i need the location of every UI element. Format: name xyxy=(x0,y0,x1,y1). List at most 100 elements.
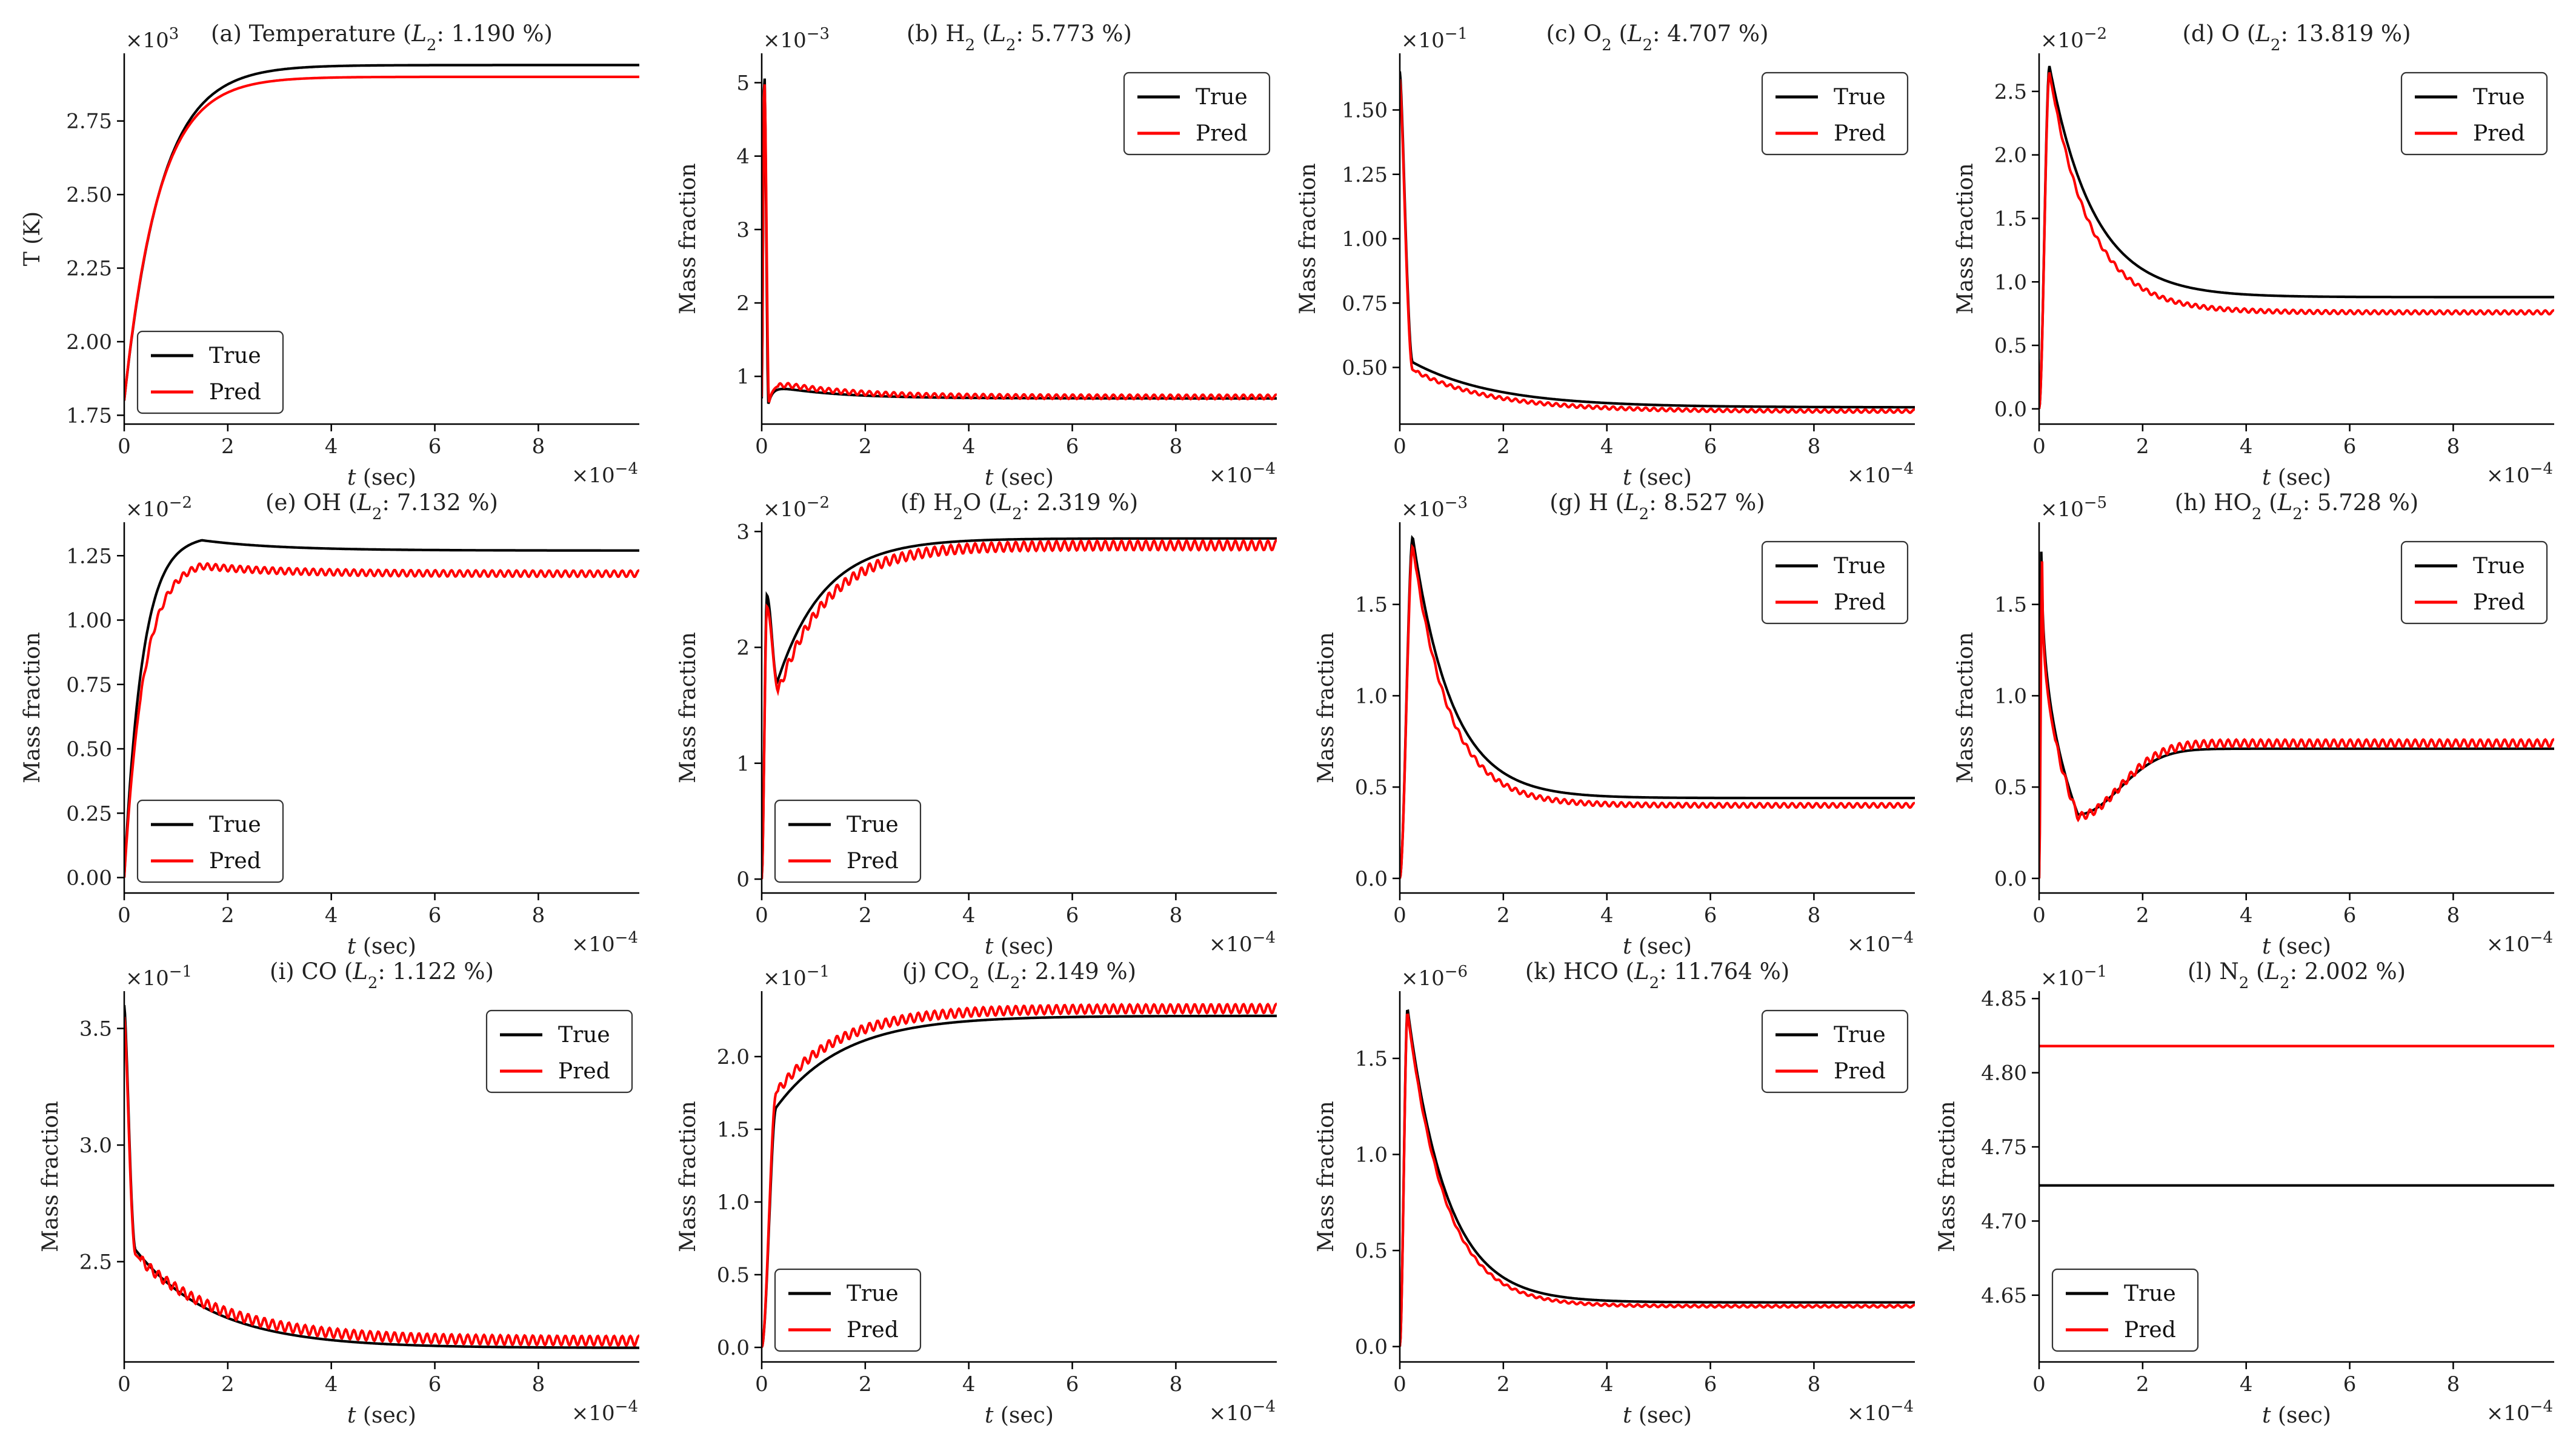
legend: True Pred xyxy=(1123,71,1271,156)
x-axis-label: t (sec) xyxy=(985,934,1054,959)
x-tick-label: 8 xyxy=(532,903,545,928)
x-axis-label: t (sec) xyxy=(985,465,1054,490)
x-tick-label: 4 xyxy=(962,1372,976,1396)
x-axis-label: t (sec) xyxy=(347,1403,416,1428)
y-tick-label: 3.5 xyxy=(79,1017,112,1041)
y-tick-label: 2.25 xyxy=(66,257,112,281)
legend: True Pred xyxy=(1761,1009,1909,1094)
x-tick-label: 2 xyxy=(2136,1372,2149,1396)
legend-pred-label: Pred xyxy=(1834,121,1886,146)
series-true-line xyxy=(1400,1009,1915,1347)
x-tick-label: 4 xyxy=(962,434,976,459)
x-tick-label: 8 xyxy=(2447,1372,2460,1396)
x-tick-label: 8 xyxy=(1808,434,1821,459)
x-scale-multiplier: ×10−4 xyxy=(571,1398,638,1426)
legend-true-label: True xyxy=(2473,554,2525,579)
x-tick-label: 6 xyxy=(1704,903,1717,928)
y-tick-label: 2.5 xyxy=(79,1250,112,1274)
x-axis-label: t (sec) xyxy=(2262,1403,2331,1428)
y-tick-label: 2 xyxy=(736,291,750,316)
y-tick-label: 4.65 xyxy=(1981,1284,2027,1308)
x-tick-label: 6 xyxy=(1066,1372,1079,1396)
y-tick-label: 0.5 xyxy=(1994,334,2027,358)
y-tick-label: 4.85 xyxy=(1981,987,2027,1011)
x-tick-label: 6 xyxy=(1066,903,1079,928)
y-scale-multiplier: ×10−3 xyxy=(1401,494,1468,522)
y-tick-label: 1.75 xyxy=(66,403,112,428)
x-tick-label: 2 xyxy=(1497,903,1510,928)
x-scale-multiplier: ×10−4 xyxy=(571,929,638,957)
y-tick-label: 1.25 xyxy=(66,544,112,568)
y-tick-label: 4 xyxy=(736,145,750,169)
y-tick-label: 0.0 xyxy=(1355,1335,1388,1360)
series-pred-line xyxy=(124,562,639,878)
y-tick-label: 0.0 xyxy=(1355,867,1388,891)
x-axis-label: t (sec) xyxy=(985,1403,1054,1428)
y-tick-label: 2 xyxy=(736,636,750,660)
y-tick-label: 1.5 xyxy=(1355,593,1388,617)
x-tick-label: 4 xyxy=(2240,434,2253,459)
y-tick-label: 1.5 xyxy=(1355,1047,1388,1071)
x-tick-label: 4 xyxy=(1600,434,1614,459)
subplot-f: 0 2 4 6 8 0 1 2 3 ×10−2 ×10−4 t (sec) Mass fraction (… xyxy=(676,490,1277,959)
series-pred-line xyxy=(762,539,1277,880)
legend-true-label: True xyxy=(1834,1023,1886,1048)
subplot-i: 0 2 4 6 8 2.5 3.0 3.5 ×10−1 ×10−4 t (sec) Mass frac… xyxy=(38,958,639,1428)
y-axis-label: Mass fraction xyxy=(1296,163,1320,314)
x-tick-label: 6 xyxy=(1704,1372,1717,1396)
legend-true-label: True xyxy=(1834,85,1886,110)
legend-true-label: True xyxy=(2124,1281,2176,1306)
y-scale-multiplier: ×103 xyxy=(125,25,179,53)
y-tick-label: 0.0 xyxy=(1994,867,2027,891)
y-tick-label: 4.80 xyxy=(1981,1061,2027,1086)
subplot-g: 0 2 4 6 8 0.0 0.5 1.0 1.5 ×10−3 ×10−4 t (sec) Mass f… xyxy=(1314,490,1915,959)
x-axis-label: t (sec) xyxy=(1623,934,1692,959)
y-tick-label: 1.5 xyxy=(1994,593,2027,617)
y-tick-label: 1.25 xyxy=(1342,163,1388,187)
x-scale-multiplier: ×10−4 xyxy=(1847,460,1914,488)
x-tick-label: 6 xyxy=(428,1372,442,1396)
subplot-title: (c) O2 (L2: 4.707 %) xyxy=(1546,21,1768,55)
y-tick-label: 2.00 xyxy=(66,330,112,354)
y-tick-label: 1.0 xyxy=(1355,684,1388,708)
subplot-l: 0 2 4 6 8 4.65 4.70 4.75 4.80 4.85 ×10−1 ×10−4 t (se… xyxy=(1935,958,2554,1428)
x-tick-label: 8 xyxy=(2447,903,2460,928)
subplot-a: 0 2 4 6 8 1.75 2.00 2.25 2.50 2.75 ×103 ×10−4 t (sec… xyxy=(20,21,639,490)
y-tick-label: 4.70 xyxy=(1981,1209,2027,1233)
x-tick-label: 0 xyxy=(118,903,131,928)
y-axis-label: Mass fraction xyxy=(20,632,45,783)
x-tick-label: 2 xyxy=(221,434,235,459)
legend: True Pred xyxy=(2051,1268,2199,1352)
y-scale-multiplier: ×10−2 xyxy=(125,494,192,522)
x-tick-label: 2 xyxy=(859,903,872,928)
legend-pred-label: Pred xyxy=(1196,121,1248,146)
legend: True Pred xyxy=(2400,540,2548,625)
x-tick-label: 4 xyxy=(2240,1372,2253,1396)
x-tick-label: 6 xyxy=(2343,903,2357,928)
subplot-title: (f) H2O (L2: 2.319 %) xyxy=(900,490,1138,523)
series-pred-line xyxy=(2039,72,2554,410)
series-pred-line xyxy=(762,1002,1277,1348)
x-tick-label: 0 xyxy=(1393,903,1406,928)
x-axis-label: t (sec) xyxy=(2262,465,2331,490)
y-scale-multiplier: ×10−3 xyxy=(763,25,830,53)
legend: True Pred xyxy=(774,799,922,883)
series-true-line xyxy=(762,1014,1277,1348)
x-tick-label: 0 xyxy=(2032,903,2046,928)
y-tick-label: 1.0 xyxy=(717,1190,750,1215)
series-true-line xyxy=(1400,71,1915,409)
legend: True Pred xyxy=(1761,540,1909,625)
series-pred-line xyxy=(1400,1013,1915,1347)
subplot-title: (j) CO2 (L2: 2.149 %) xyxy=(902,958,1136,992)
y-tick-label: 1.5 xyxy=(1994,207,2027,231)
y-scale-multiplier: ×10−1 xyxy=(1401,25,1468,53)
subplot-d: 0 2 4 6 8 0.0 0.5 1.0 1.5 2.0 2.5 ×10−2 ×10−4 t (sec)… xyxy=(1953,21,2554,490)
x-axis-label: t (sec) xyxy=(1623,1403,1692,1428)
x-scale-multiplier: ×10−4 xyxy=(2486,929,2553,957)
series-pred-line xyxy=(1400,543,1915,879)
subplot-title: (i) CO (L2: 1.122 %) xyxy=(270,958,494,992)
y-tick-label: 1.5 xyxy=(717,1118,750,1142)
legend-pred-label: Pred xyxy=(1834,1059,1886,1084)
legend-true-label: True xyxy=(209,344,261,368)
